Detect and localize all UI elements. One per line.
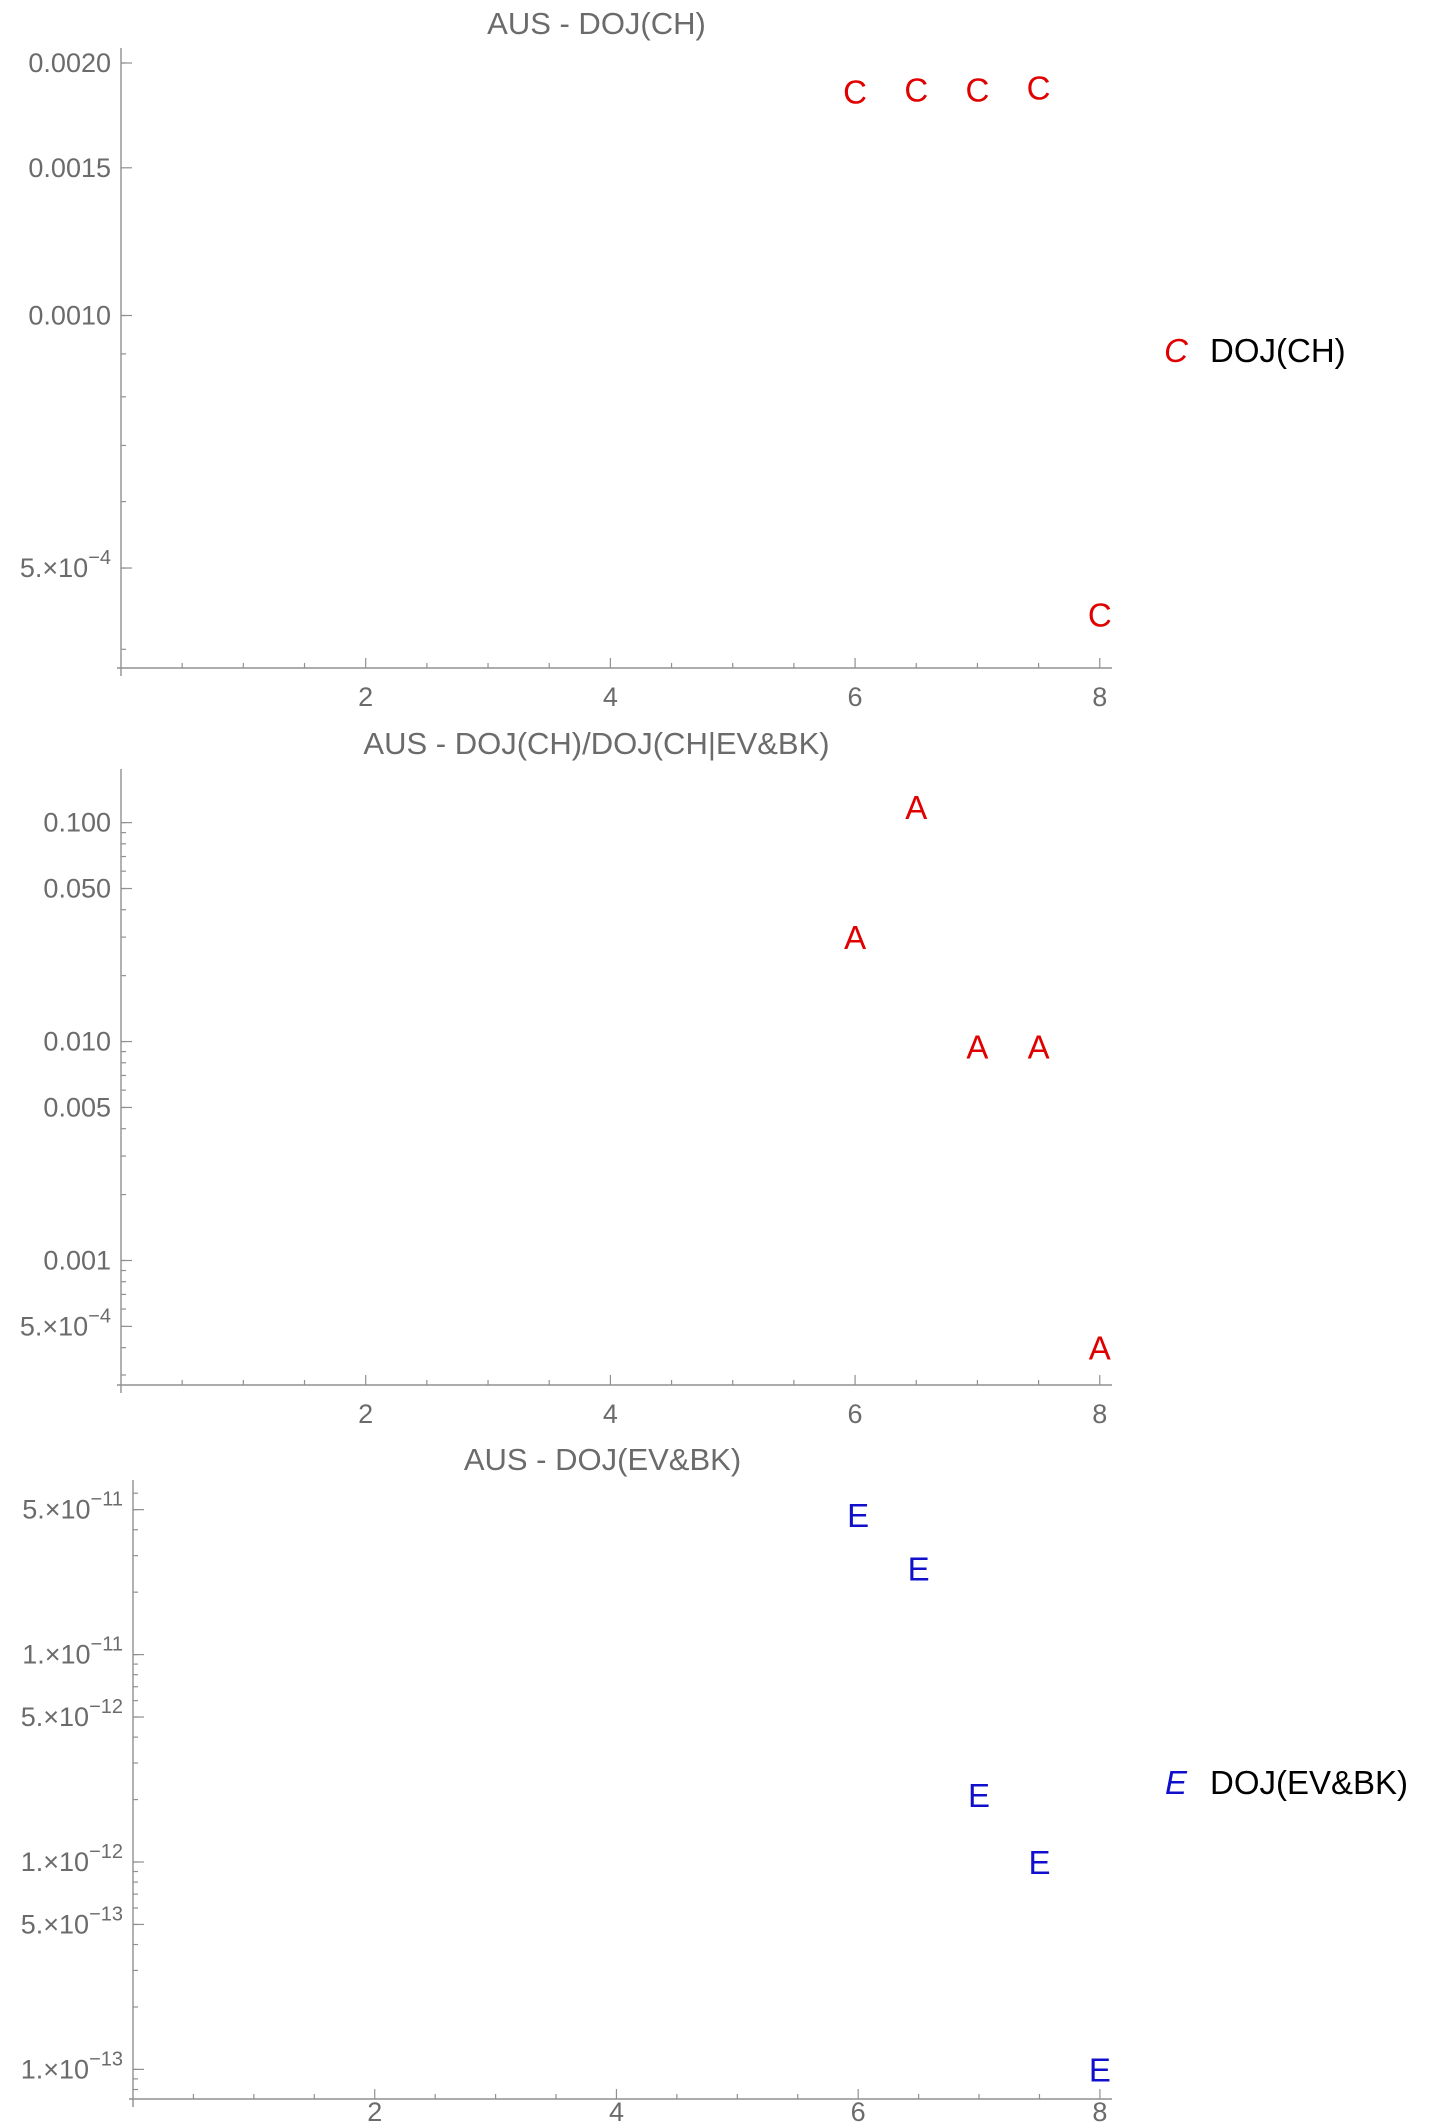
data-point-marker: E [1028,1844,1050,1881]
x-tick-label: 4 [603,682,618,712]
y-tick-label: 0.005 [43,1092,111,1122]
data-point-marker: E [968,1777,990,1814]
data-point-marker: A [1089,1330,1111,1367]
y-tick-label: 0.010 [43,1027,111,1057]
x-tick-label: 4 [603,1399,618,1429]
chart-title: AUS - DOJ(CH) [487,6,706,41]
x-tick-label: 6 [848,1399,863,1429]
chart-title: AUS - DOJ(EV&BK) [464,1442,741,1477]
x-tick-label: 8 [1092,682,1107,712]
chart-title: AUS - DOJ(CH)/DOJ(CH|EV&BK) [363,726,829,761]
chart-panel-3: AUS - DOJ(EV&BK) 2 4 6 8 5.×10−11 1.×10−11 5.×1… [21,1442,1408,2127]
x-tick-label: 2 [358,1399,373,1429]
y-tick-label: 5.×10−13 [21,1903,123,1939]
data-point-marker: A [844,919,866,956]
x-tick-label: 4 [609,2097,624,2127]
y-tick-label: 1.×10−12 [21,1841,123,1877]
data-point-marker: C [904,71,928,108]
y-tick-label: 1.×10−11 [22,1634,123,1670]
legend-entry: C DOJ(CH) [1164,332,1346,369]
data-point-marker: C [965,71,989,108]
y-tick-label: 0.050 [43,874,111,904]
data-point-marker: C [1027,69,1051,106]
chart-panel-2: AUS - DOJ(CH)/DOJ(CH|EV&BK) 2 4 6 8 0.100 0.05… [20,726,1112,1429]
y-tick-label: 0.100 [43,808,111,838]
y-tick-label: 0.0020 [28,48,111,78]
legend-entry: E DOJ(EV&BK) [1165,1764,1408,1801]
legend-marker: C [1164,332,1189,369]
x-tick-label: 6 [848,682,863,712]
y-tick-label: 5.×10−4 [20,1305,111,1341]
x-tick-label: 8 [1092,2097,1107,2127]
data-point-marker: A [966,1028,988,1065]
y-tick-label: 5.×10−4 [20,547,111,583]
y-tick-label: 5.×10−12 [21,1696,123,1732]
x-tick-label: 8 [1092,1399,1107,1429]
y-tick-label: 0.0010 [28,301,111,331]
legend-marker: E [1165,1764,1188,1801]
legend-label: DOJ(CH) [1210,332,1346,369]
x-tick-label: 2 [358,682,373,712]
y-tick-label: 5.×10−11 [22,1489,123,1525]
x-tick-label: 2 [367,2097,382,2127]
y-tick-label: 0.001 [43,1246,111,1276]
data-point-marker: A [905,789,927,826]
data-point-marker: C [843,73,867,110]
data-point-marker: A [1028,1028,1050,1065]
legend-label: DOJ(EV&BK) [1210,1764,1408,1801]
x-tick-label: 6 [851,2097,866,2127]
data-point-marker: E [908,1551,930,1588]
chart-panel-1: AUS - DOJ(CH) 2 4 6 8 0.0020 0.0015 0.0010 5.×10… [20,6,1346,712]
data-point-marker: E [1089,2051,1111,2088]
data-point-marker: C [1088,597,1112,634]
data-point-marker: E [847,1497,869,1534]
y-tick-label: 1.×10−13 [21,2048,123,2084]
y-tick-label: 0.0015 [28,153,111,183]
